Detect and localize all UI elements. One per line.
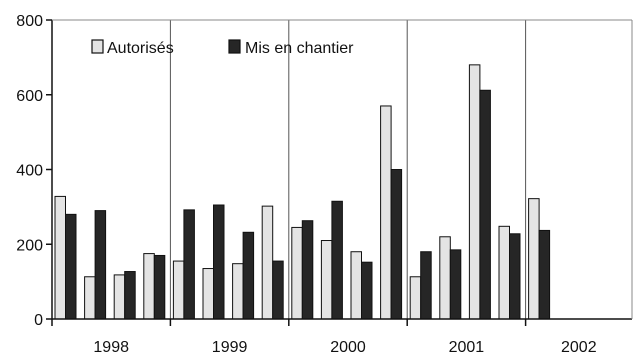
x-year-label: 2001 — [449, 339, 485, 356]
x-axis-year-labels: 1998 1999 2000 2001 2002 — [51, 319, 597, 356]
bar-mis-en-chantier — [538, 229, 551, 320]
legend: Autorisés Mis en chantier — [91, 39, 354, 57]
bar-marks — [54, 64, 551, 320]
legend-swatch-mis-en-chantier — [228, 39, 241, 54]
bar-mis-en-chantier — [479, 89, 491, 320]
bar-autorises — [84, 276, 96, 320]
bar-mis-en-chantier — [213, 204, 225, 320]
bar-autorises — [350, 251, 362, 320]
bar-autorises — [439, 236, 451, 320]
bar-autorises — [232, 263, 244, 320]
bar-autorises — [409, 276, 422, 320]
bar-autorises — [54, 195, 66, 320]
bar-mis-en-chantier — [183, 209, 195, 320]
bar-mis-en-chantier — [449, 249, 462, 320]
bar-mis-en-chantier — [301, 220, 314, 320]
bar-mis-en-chantier — [124, 271, 136, 320]
bar-mis-en-chantier — [94, 210, 107, 320]
bar-autorises — [172, 260, 185, 320]
bar-autorises — [291, 226, 303, 320]
legend-swatch-autorises — [91, 39, 104, 54]
bar-mis-en-chantier — [272, 260, 284, 320]
y-tick-label: 600 — [16, 88, 43, 105]
y-tick-label: 200 — [16, 237, 43, 254]
bar-mis-en-chantier — [509, 233, 521, 320]
bar-mis-en-chantier — [361, 261, 373, 320]
x-year-label: 2002 — [561, 339, 597, 356]
bar-autorises — [202, 268, 214, 320]
bar-mis-en-chantier — [242, 231, 255, 320]
y-tick-label: 800 — [16, 13, 43, 30]
x-year-label: 1999 — [212, 339, 248, 356]
bar-autorises — [320, 240, 333, 320]
y-axis-ticks: 0 200 400 600 800 — [16, 13, 52, 329]
bar-autorises — [113, 274, 126, 320]
bar-autorises — [261, 205, 274, 320]
bar-mis-en-chantier — [331, 200, 343, 320]
bar-mis-en-chantier — [153, 254, 166, 320]
bar-mis-en-chantier — [420, 251, 432, 320]
year-grid-lines — [169, 20, 527, 319]
legend-label-mis-en-chantier: Mis en chantier — [245, 40, 354, 57]
bar-mis-en-chantier — [65, 213, 77, 320]
x-year-label: 1998 — [93, 339, 129, 356]
x-year-label: 2000 — [330, 339, 366, 356]
y-tick-label: 0 — [34, 312, 43, 329]
legend-label-autorises: Autorisés — [107, 40, 174, 57]
y-tick-label: 400 — [16, 163, 43, 180]
bar-autorises — [468, 64, 481, 320]
bar-autorises — [380, 105, 392, 320]
bar-autorises — [498, 225, 510, 320]
bar-mis-en-chantier — [390, 169, 403, 320]
bar-autorises — [528, 198, 540, 320]
bar-autorises — [143, 253, 155, 320]
